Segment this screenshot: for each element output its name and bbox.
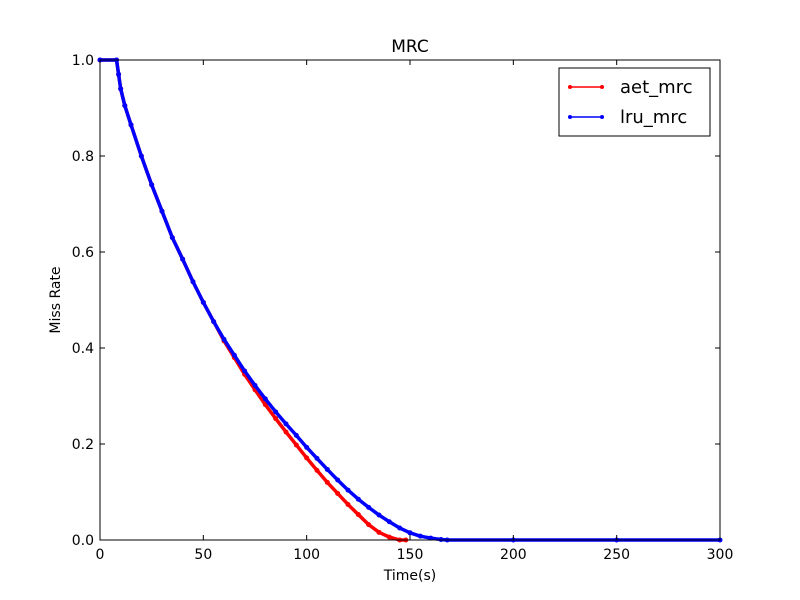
x-axis-label: Time(s) xyxy=(383,568,436,584)
legend-label-lru-mrc: lru_mrc xyxy=(620,107,687,128)
series-line-lru-mrc xyxy=(100,58,720,542)
data-point-lru-mrc xyxy=(122,103,128,109)
data-point-aet-mrc xyxy=(376,529,382,535)
data-point-lru-mrc xyxy=(221,336,227,342)
data-point-aet-mrc xyxy=(386,534,392,540)
data-point-aet-mrc xyxy=(273,416,279,422)
ticks-layer: 0 50 100 150 200 250 300 0.0 0.2 0.4 0.6 0.8 1.0 xyxy=(72,53,734,563)
x-tick-label: 50 xyxy=(194,547,212,563)
legend-marker-aet-mrc xyxy=(600,85,604,89)
legend-marker-lru-mrc xyxy=(600,115,604,119)
x-tick-label: 250 xyxy=(603,547,630,563)
data-point-lru-mrc xyxy=(169,235,175,241)
data-point-lru-mrc xyxy=(335,477,341,483)
data-point-lru-mrc xyxy=(128,122,134,128)
data-point-lru-mrc xyxy=(428,535,434,541)
data-point-lru-mrc xyxy=(211,319,217,325)
data-point-aet-mrc xyxy=(293,442,299,448)
data-point-aet-mrc xyxy=(262,402,268,408)
legend-marker-lru-mrc xyxy=(568,115,572,119)
data-point-lru-mrc xyxy=(283,421,289,427)
data-point-lru-mrc xyxy=(355,496,361,502)
data-point-aet-mrc xyxy=(283,429,289,435)
data-point-aet-mrc xyxy=(314,467,320,473)
data-point-lru-mrc xyxy=(138,153,144,159)
legend: aet_mrc lru_mrc xyxy=(558,67,711,137)
y-tick-label: 1.0 xyxy=(72,53,94,69)
data-point-lru-mrc xyxy=(366,504,372,510)
data-point-lru-mrc xyxy=(262,396,268,402)
data-point-lru-mrc xyxy=(345,487,351,493)
y-tick-label: 0.2 xyxy=(72,437,94,453)
x-tick-label: 0 xyxy=(96,547,105,563)
data-point-lru-mrc xyxy=(386,519,392,525)
data-point-lru-mrc xyxy=(273,409,279,415)
data-point-lru-mrc xyxy=(407,530,413,536)
data-point-lru-mrc xyxy=(314,455,320,461)
data-point-lru-mrc xyxy=(180,256,186,262)
data-point-aet-mrc xyxy=(335,490,341,496)
data-point-lru-mrc xyxy=(417,533,423,539)
legend-box xyxy=(558,67,711,137)
data-point-lru-mrc xyxy=(231,352,237,358)
data-point-aet-mrc xyxy=(304,455,310,461)
data-point-lru-mrc xyxy=(159,208,165,214)
legend-marker-aet-mrc xyxy=(568,85,572,89)
data-point-aet-mrc xyxy=(324,479,330,485)
x-tick-label: 200 xyxy=(500,547,527,563)
data-point-lru-mrc xyxy=(304,444,310,450)
data-point-lru-mrc xyxy=(293,432,299,438)
data-point-lru-mrc xyxy=(242,368,248,374)
y-tick-label: 0.4 xyxy=(72,341,94,357)
y-tick-label: 0.0 xyxy=(72,533,94,549)
chart-title: MRC xyxy=(391,37,429,57)
data-point-lru-mrc xyxy=(116,71,122,77)
y-axis-label: Miss Rate xyxy=(48,266,64,333)
data-point-aet-mrc xyxy=(366,522,372,528)
data-point-lru-mrc xyxy=(118,86,124,92)
x-tick-label: 100 xyxy=(293,547,320,563)
data-point-lru-mrc xyxy=(324,466,330,472)
series-layer xyxy=(97,57,723,543)
y-tick-label: 0.6 xyxy=(72,245,94,261)
data-point-aet-mrc xyxy=(345,501,351,507)
series-line-aet-mrc xyxy=(100,58,406,542)
data-point-lru-mrc xyxy=(252,382,258,388)
data-point-lru-mrc xyxy=(200,299,206,305)
x-tick-label: 300 xyxy=(707,547,734,563)
data-point-lru-mrc xyxy=(149,182,155,188)
legend-label-aet-mrc: aet_mrc xyxy=(620,77,693,98)
data-point-lru-mrc xyxy=(376,512,382,518)
data-point-lru-mrc xyxy=(397,525,403,531)
y-tick-label: 0.8 xyxy=(72,149,94,165)
data-point-lru-mrc xyxy=(190,279,196,285)
data-point-aet-mrc xyxy=(355,512,361,518)
x-tick-label: 150 xyxy=(397,547,424,563)
